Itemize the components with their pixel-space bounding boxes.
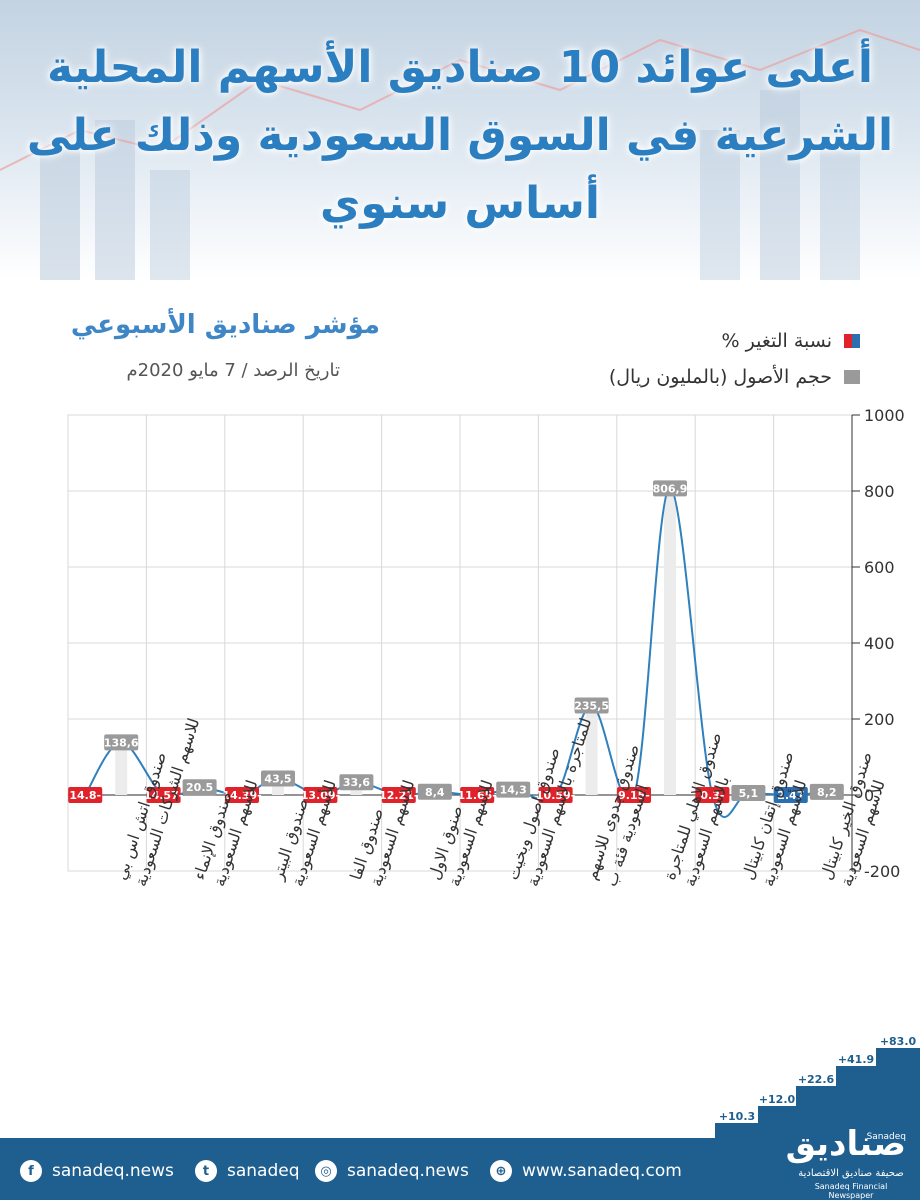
chart-title: مؤشر صناديق الأسبوعي: [70, 310, 380, 340]
asset-value-label: 33,6: [343, 776, 370, 789]
legend-swatch-change: [844, 334, 860, 348]
header-background-graphic: [0, 28, 920, 280]
chart-area: 1000 800 600 400 200 0 -200 138,6 20.5 43,5 33,6 8,…: [67, 406, 905, 889]
logo-tagline-english: Sanadeq Financial Newspaper: [814, 1182, 888, 1200]
website-url: www.sanadeq.com: [522, 1161, 682, 1181]
page-title: أعلى عوائد 10 صناديق الأسهم المحلية الشر…: [26, 42, 894, 229]
change-value-box: [695, 787, 730, 803]
asset-value-label: 8,4: [425, 786, 445, 799]
asset-value-box: [417, 783, 452, 800]
asset-bar: [115, 742, 128, 795]
header-banner: أعلى عوائد 10 صناديق الأسهم المحلية الشر…: [0, 0, 920, 280]
change-value-box: [303, 787, 338, 803]
change-value-label: 0.3-: [700, 789, 724, 802]
legend-swatch-assets: [844, 370, 860, 384]
change-value-label: 13.09-: [301, 789, 340, 802]
change-value-label: 2.47: [777, 789, 804, 802]
change-value-box: [460, 787, 495, 803]
change-value-box: [773, 787, 808, 803]
legend-label-change: نسبة التغير %: [721, 330, 832, 352]
change-value-label: 12.21-: [379, 789, 418, 802]
logo-arabic: صناديق: [785, 1124, 906, 1164]
asset-value-label: 235,5: [574, 700, 609, 713]
asset-value-box: [182, 779, 217, 796]
step-label: +22.6: [798, 1073, 835, 1086]
change-value-box: [225, 787, 259, 803]
facebook-icon: f: [20, 1160, 42, 1182]
asset-value-label: 138,6: [104, 736, 139, 749]
asset-value-box: [574, 697, 609, 714]
asset-value-box: [809, 783, 844, 800]
footer-instagram[interactable]: ◎ sanadeq.news: [315, 1160, 469, 1182]
change-value-box: [617, 787, 651, 803]
footer-twitter[interactable]: t sanadeq: [195, 1160, 300, 1182]
asset-bar: [664, 488, 676, 795]
y-tick-label: 1000: [864, 406, 905, 425]
y-tick-label: 0: [864, 786, 874, 805]
asset-value-box: [104, 734, 139, 751]
change-value-box: [146, 787, 181, 803]
legend-item-change: نسبة التغير %: [520, 330, 860, 352]
logo-english: Sanadeq: [866, 1132, 906, 1142]
instagram-icon: ◎: [315, 1160, 337, 1182]
change-value-box: [381, 787, 416, 803]
asset-value-box: [496, 781, 531, 798]
change-value-label: 14.57-: [144, 789, 183, 802]
globe-icon: ⊕: [490, 1160, 512, 1182]
asset-bar: [585, 705, 598, 795]
change-value-label: 9.15-: [618, 789, 650, 802]
facebook-handle: sanadeq.news: [52, 1161, 174, 1181]
twitter-icon: t: [195, 1160, 217, 1182]
twitter-handle: sanadeq: [227, 1161, 300, 1181]
asset-value-label: 8,2: [817, 786, 837, 799]
change-value-label: 14.39-: [222, 789, 261, 802]
step-label: +41.9: [838, 1053, 874, 1066]
change-value-box: [538, 787, 573, 803]
change-value-label: 14.8-: [69, 789, 101, 802]
y-tick-label: 600: [864, 558, 895, 577]
legend-item-assets: حجم الأصول (بالمليون ريال): [520, 366, 860, 388]
step-label: +10.3: [719, 1110, 755, 1123]
footer: f sanadeq.news t sanadeq ◎ sanadeq.news …: [0, 1124, 920, 1200]
asset-value-box: [731, 785, 766, 802]
footer-facebook[interactable]: f sanadeq.news: [20, 1160, 174, 1182]
asset-value-box: [653, 480, 687, 497]
y-tick-label: 400: [864, 634, 895, 653]
change-value-label: 11.65-: [458, 789, 497, 802]
footer-website[interactable]: ⊕ www.sanadeq.com: [490, 1160, 682, 1182]
step-label: +12.0: [759, 1093, 796, 1106]
asset-value-box: [261, 770, 295, 787]
instagram-handle: sanadeq.news: [347, 1161, 469, 1181]
change-value-label: 10.59-: [536, 789, 575, 802]
y-tick-label: 800: [864, 482, 895, 501]
asset-value-box: [339, 774, 374, 791]
y-tick-label: 200: [864, 710, 895, 729]
change-value-box: [68, 787, 103, 803]
asset-value-label: 20.5: [186, 781, 213, 794]
asset-value-label: 43,5: [264, 772, 291, 785]
legend-label-assets: حجم الأصول (بالمليون ريال): [608, 366, 832, 388]
logo-tagline-arabic: صحيفة صناديق الاقتصادية: [798, 1168, 904, 1179]
asset-value-label: 5,1: [739, 787, 759, 800]
step-label: +83.0: [880, 1035, 917, 1048]
asset-value-label: 806,9: [653, 482, 688, 495]
asset-value-label: 14,3: [500, 784, 527, 797]
y-tick-label: -200: [864, 862, 900, 881]
chart-subtitle: تاريخ الرصد / 7 مايو 2020م: [126, 360, 340, 381]
